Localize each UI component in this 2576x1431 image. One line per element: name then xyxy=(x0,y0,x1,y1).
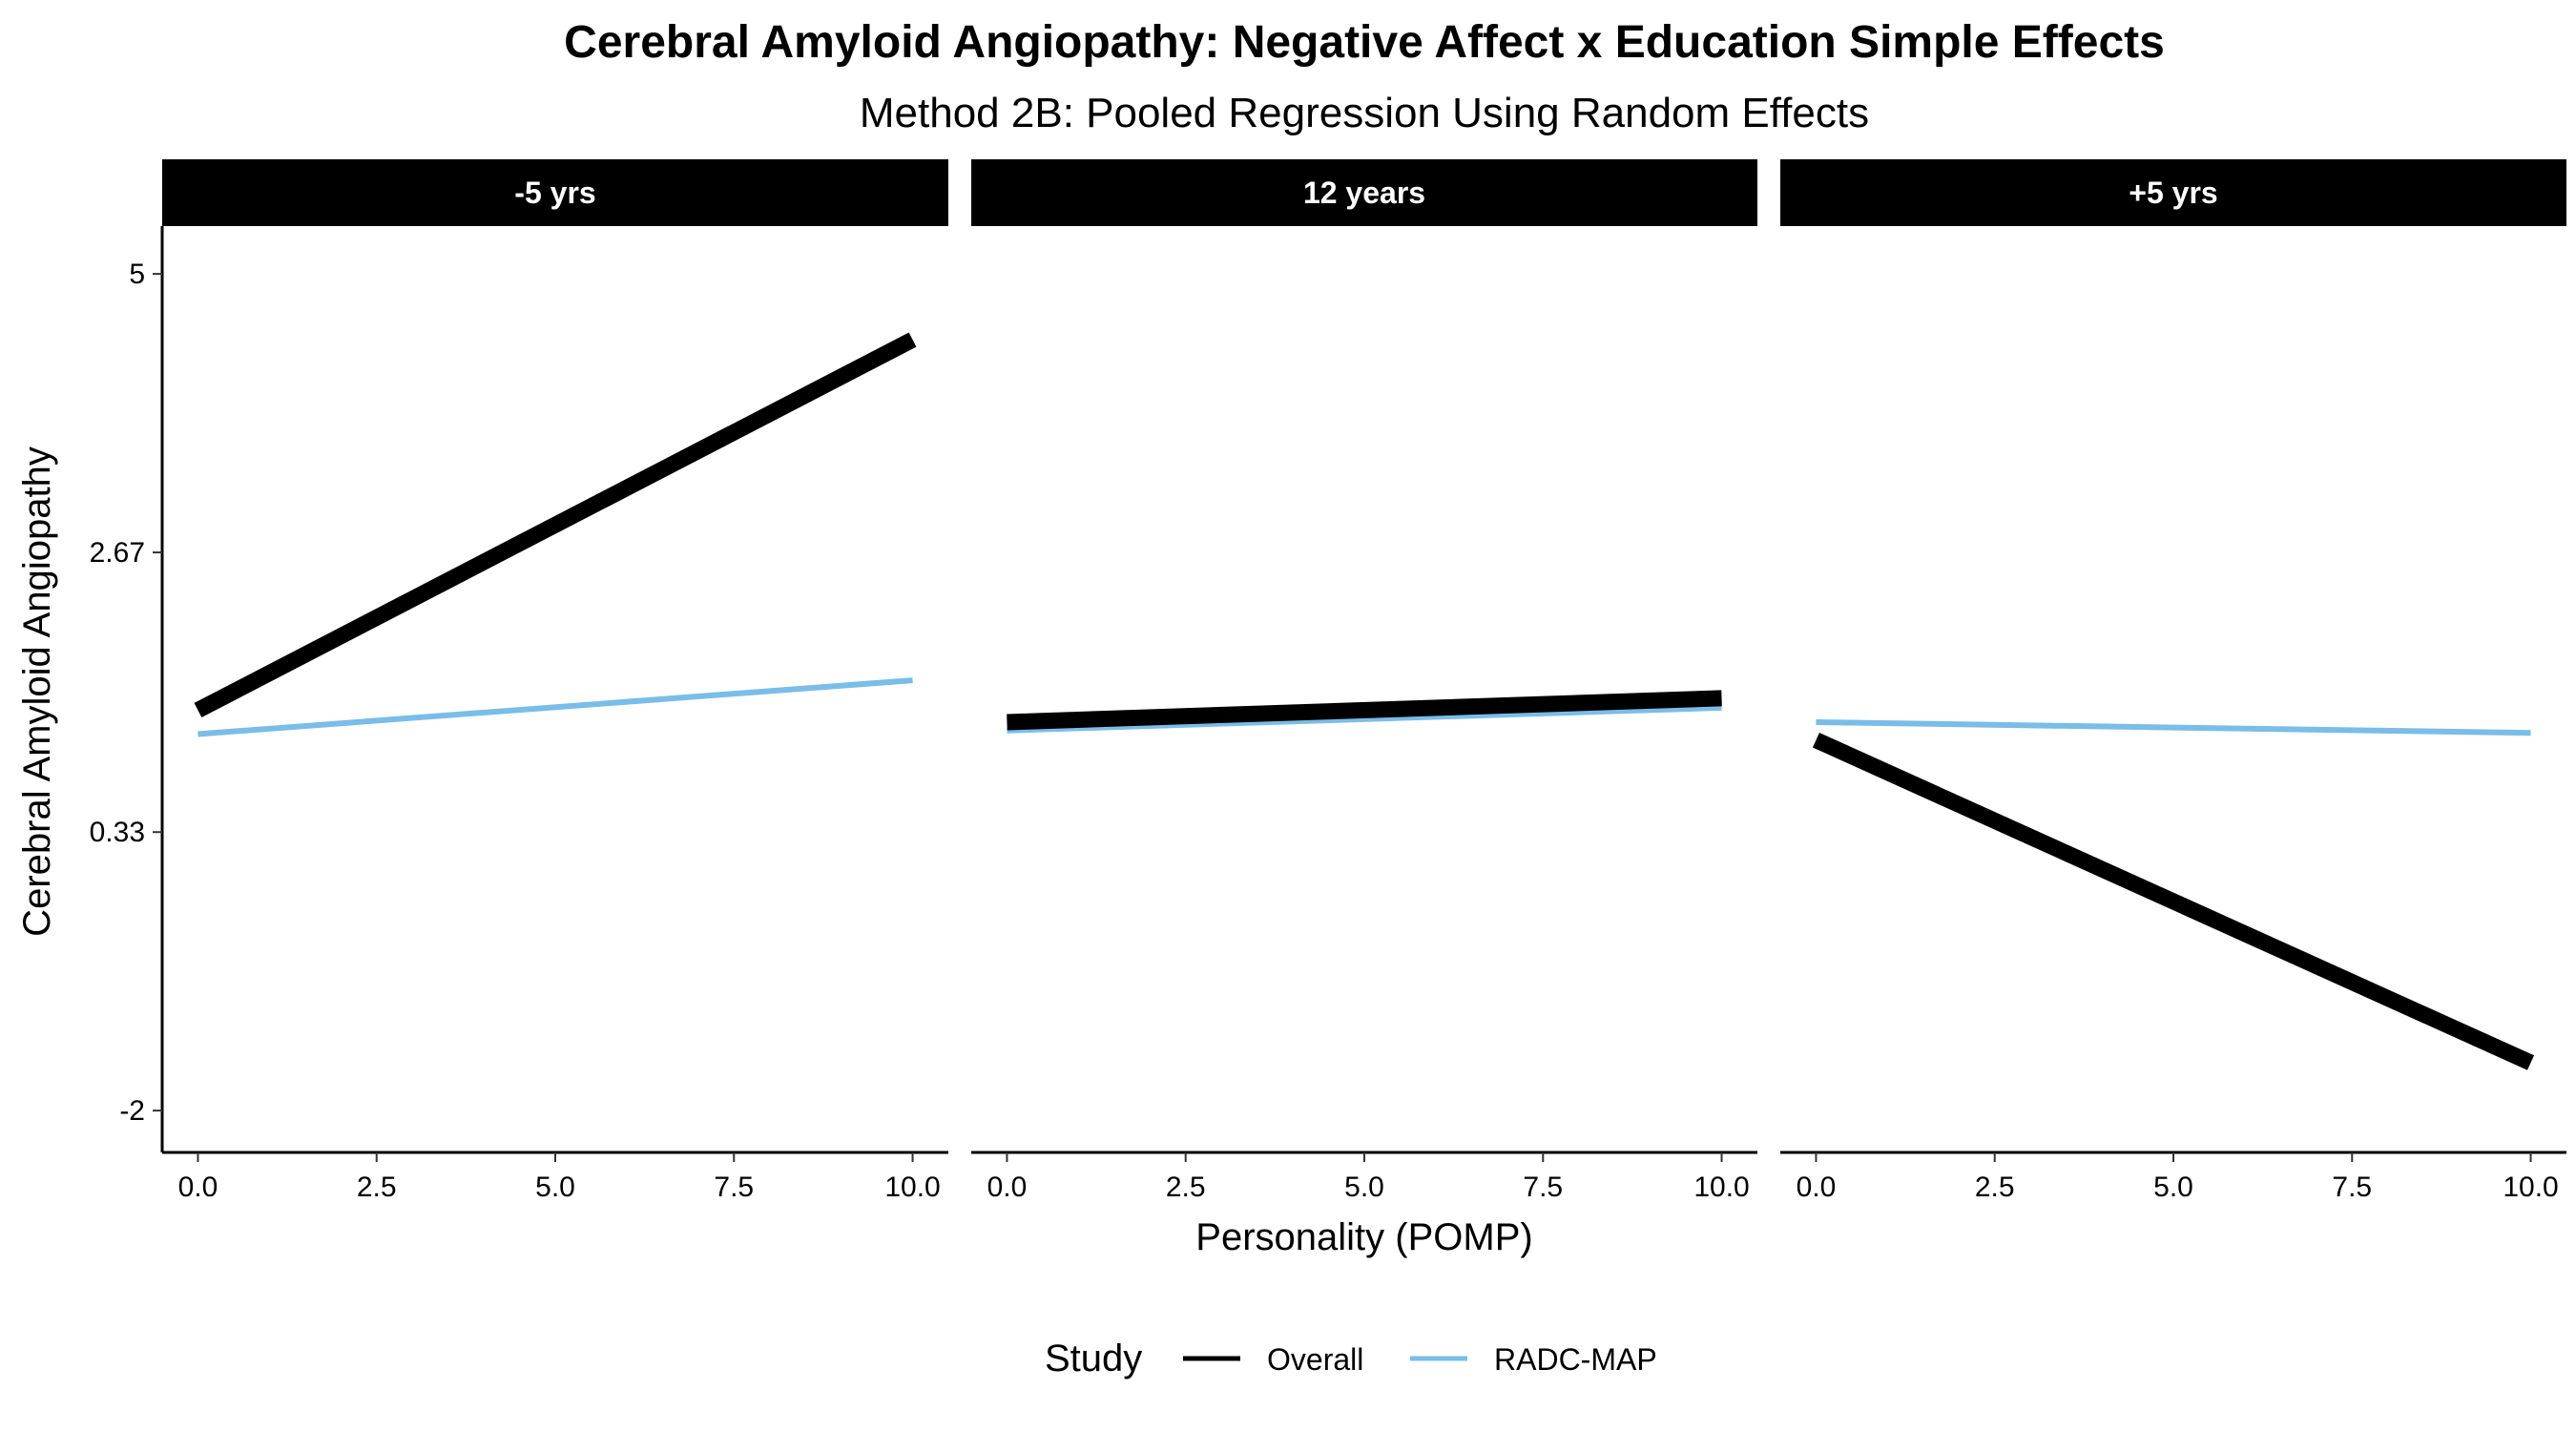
x-tick-label: 2.5 xyxy=(1975,1172,2015,1203)
facet-panel-3: +5 yrs 0.0 2.5 5.0 7.5 10.0 xyxy=(1780,159,2566,1203)
facet-strip-label: 12 years xyxy=(1303,176,1425,210)
series-line-radc-map xyxy=(1816,718,2531,736)
x-tick-label: 0.0 xyxy=(987,1172,1028,1203)
facet-strip xyxy=(1780,159,2566,226)
x-tick-label: 0.0 xyxy=(178,1172,218,1203)
facet-strip xyxy=(971,159,1757,226)
y-tick-label: -2 xyxy=(119,1095,145,1127)
x-tick-label: 2.5 xyxy=(357,1172,397,1203)
x-tick-label: 5.0 xyxy=(535,1172,575,1203)
legend-label-overall: Overall xyxy=(1267,1342,1363,1377)
legend-label-radc-map: RADC-MAP xyxy=(1494,1342,1657,1377)
facet-panel-1: -5 yrs 0.0 2.5 5.0 7.5 10.0 -2 0.33 2.67 5 xyxy=(90,159,948,1203)
facet-panels: -5 yrs 0.0 2.5 5.0 7.5 10.0 -2 0.33 2.67 5 12 year… xyxy=(90,159,2566,1203)
x-tick-label: 7.5 xyxy=(2332,1172,2372,1203)
chart-title: Cerebral Amyloid Angiopathy: Negative Af… xyxy=(564,17,2165,68)
y-tick-label: 2.67 xyxy=(90,537,145,569)
x-tick-label: 10.0 xyxy=(884,1172,940,1203)
y-axis-title: Cerebral Amyloid Angiopathy xyxy=(16,446,58,937)
series-line-radc-map xyxy=(197,677,913,737)
facet-strip xyxy=(162,159,948,226)
x-tick-label: 5.0 xyxy=(2153,1172,2193,1203)
x-tick-label: 7.5 xyxy=(1523,1172,1563,1203)
facet-strip-label: +5 yrs xyxy=(2129,176,2217,210)
y-tick-label: 0.33 xyxy=(90,817,145,848)
legend-title: Study xyxy=(1045,1338,1142,1379)
series-line-overall xyxy=(1812,733,2535,1070)
series-line-overall xyxy=(1007,690,1722,731)
series-line-radc-map xyxy=(1007,704,1722,734)
x-tick-label: 2.5 xyxy=(1166,1172,1206,1203)
chart-subtitle: Method 2B: Pooled Regression Using Rando… xyxy=(860,90,1869,136)
x-tick-label: 0.0 xyxy=(1797,1172,1837,1203)
x-tick-label: 10.0 xyxy=(1693,1172,1749,1203)
y-tick-label: 5 xyxy=(129,259,145,290)
facet-strip-label: -5 yrs xyxy=(514,176,595,210)
x-tick-label: 5.0 xyxy=(1344,1172,1384,1203)
legend: Study Overall RADC-MAP xyxy=(1045,1338,1657,1379)
x-tick-label: 7.5 xyxy=(714,1172,754,1203)
facet-panel-2: 12 years 0.0 2.5 5.0 7.5 10.0 xyxy=(971,159,1757,1203)
x-axis-title: Personality (POMP) xyxy=(1195,1216,1532,1258)
series-line-overall xyxy=(194,332,917,717)
x-tick-label: 10.0 xyxy=(2503,1172,2558,1203)
